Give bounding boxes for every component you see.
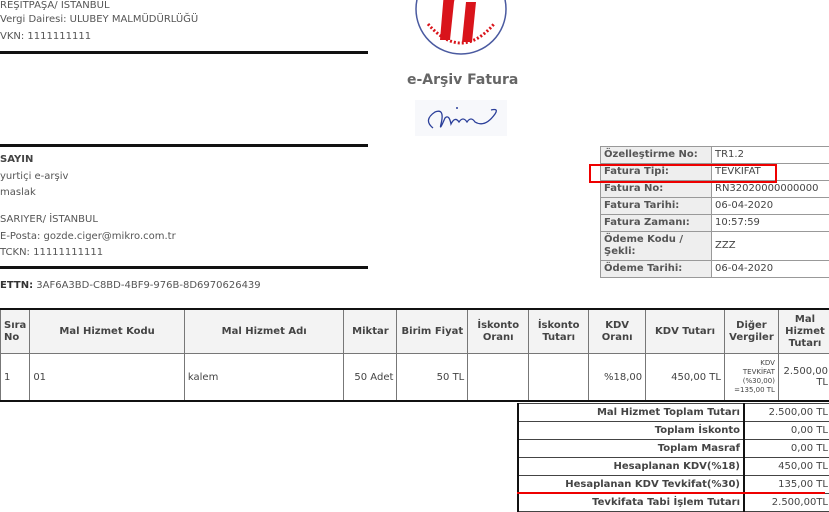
info-value: TR1.2 xyxy=(712,147,829,164)
gib-logo xyxy=(414,0,508,56)
cell-kdv-orani: %18,00 xyxy=(589,354,646,402)
info-value: 06-04-2020 xyxy=(712,198,829,215)
cell-birim-fiyat: 50 TL xyxy=(397,354,468,402)
cell-diger-vergiler: KDV TEVKİFAT (%30,00) =135,00 TL xyxy=(724,354,778,402)
col-header: Sıra No xyxy=(1,309,30,354)
divider xyxy=(0,144,368,147)
document-title: e-Arşiv Fatura xyxy=(407,72,518,88)
cell-kod: 01 xyxy=(30,354,185,402)
table-row: 1 01 kalem 50 Adet 50 TL %18,00 450,00 T… xyxy=(1,354,829,402)
ettn-label: ETTN: xyxy=(0,280,33,291)
totals-row: Hesaplanan KDV Tevkifat(%30)135,00 TL xyxy=(518,476,829,494)
col-header: Diğer Vergiler xyxy=(724,309,778,354)
info-row: Ödeme Kodu / Şekli:ZZZ xyxy=(601,232,829,261)
col-header: Mal Hizmet Kodu xyxy=(30,309,185,354)
signature-image xyxy=(415,100,507,136)
cell-sira: 1 xyxy=(1,354,30,402)
info-label: Fatura Tarihi: xyxy=(601,198,712,215)
items-header-row: Sıra No Mal Hizmet Kodu Mal Hizmet Adı M… xyxy=(1,309,829,354)
col-header: KDV Oranı xyxy=(589,309,646,354)
info-value: RN32020000000000 xyxy=(712,181,829,198)
info-row: Özelleştirme No:TR1.2 xyxy=(601,147,829,164)
cell-kdv-tutari: 450,00 TL xyxy=(646,354,725,402)
buyer-email: E-Posta: gozde.ciger@mikro.com.tr xyxy=(0,231,176,242)
info-value: 06-04-2020 xyxy=(712,261,829,278)
items-table: Sıra No Mal Hizmet Kodu Mal Hizmet Adı M… xyxy=(0,308,829,402)
info-label: Özelleştirme No: xyxy=(601,147,712,164)
buyer-tckn: TCKN: 11111111111 xyxy=(0,247,103,258)
cell-mal-hizmet-tutari: 2.500,00 TL xyxy=(778,354,829,402)
total-label: Tevkifata Tabi İşlem Tutarı xyxy=(518,494,744,512)
cell-iskonto-tutari xyxy=(529,354,589,402)
info-row: Fatura No:RN32020000000000 xyxy=(601,181,829,198)
info-value: 10:57:59 xyxy=(712,215,829,232)
col-header: Miktar xyxy=(344,309,397,354)
col-header: İskonto Tutarı xyxy=(529,309,589,354)
seller-vkn: VKN: 1111111111 xyxy=(0,31,91,42)
buyer-city: SARIYER/ İSTANBUL xyxy=(0,214,98,225)
seller-address: REŞİTPAŞA/ İSTANBUL xyxy=(0,0,110,11)
col-header: Birim Fiyat xyxy=(397,309,468,354)
info-label: Ödeme Kodu / Şekli: xyxy=(601,232,712,261)
col-header: İskonto Oranı xyxy=(468,309,529,354)
seller-tax-office: Vergi Dairesi: ULUBEY MALMÜDÜRLÜĞÜ xyxy=(0,14,198,25)
col-header: Mal Hizmet Tutarı xyxy=(778,309,829,354)
total-value: 450,00 TL xyxy=(744,458,829,476)
total-value: 0,00 TL xyxy=(744,422,829,440)
cell-ad: kalem xyxy=(184,354,344,402)
total-value: 135,00 TL xyxy=(744,476,829,494)
total-value: 0,00 TL xyxy=(744,440,829,458)
info-value: ZZZ xyxy=(712,232,829,261)
col-header: Mal Hizmet Adı xyxy=(184,309,344,354)
info-label: Ödeme Tarihi: xyxy=(601,261,712,278)
highlight-box-fatura-tipi xyxy=(589,164,777,183)
divider xyxy=(0,266,368,269)
total-value: 2.500,00 TL xyxy=(744,404,829,422)
cell-iskonto-orani xyxy=(468,354,529,402)
total-label: Mal Hizmet Toplam Tutarı xyxy=(518,404,744,422)
total-label: Toplam Masraf xyxy=(518,440,744,458)
totals-row: Hesaplanan KDV(%18)450,00 TL xyxy=(518,458,829,476)
total-value: 2.500,00TL xyxy=(744,494,829,512)
buyer-heading: SAYIN xyxy=(0,154,33,165)
highlight-underline-tevkifat xyxy=(517,492,825,494)
col-header: KDV Tutarı xyxy=(646,309,725,354)
total-label: Hesaplanan KDV(%18) xyxy=(518,458,744,476)
total-label: Hesaplanan KDV Tevkifat(%30) xyxy=(518,476,744,494)
buyer-name: yurtiçi e-arşiv xyxy=(0,171,68,182)
buyer-street: maslak xyxy=(0,187,36,198)
info-row: Fatura Tarihi:06-04-2020 xyxy=(601,198,829,215)
info-row: Ödeme Tarihi:06-04-2020 xyxy=(601,261,829,278)
ettn: ETTN: 3AF6A3BD-C8BD-4BF9-976B-8D69706264… xyxy=(0,280,261,291)
ettn-value: 3AF6A3BD-C8BD-4BF9-976B-8D6970626439 xyxy=(36,280,260,291)
info-label: Fatura Zamanı: xyxy=(601,215,712,232)
info-row: Fatura Zamanı:10:57:59 xyxy=(601,215,829,232)
cell-miktar: 50 Adet xyxy=(344,354,397,402)
divider xyxy=(0,51,368,54)
info-label: Fatura No: xyxy=(601,181,712,198)
total-label: Toplam İskonto xyxy=(518,422,744,440)
